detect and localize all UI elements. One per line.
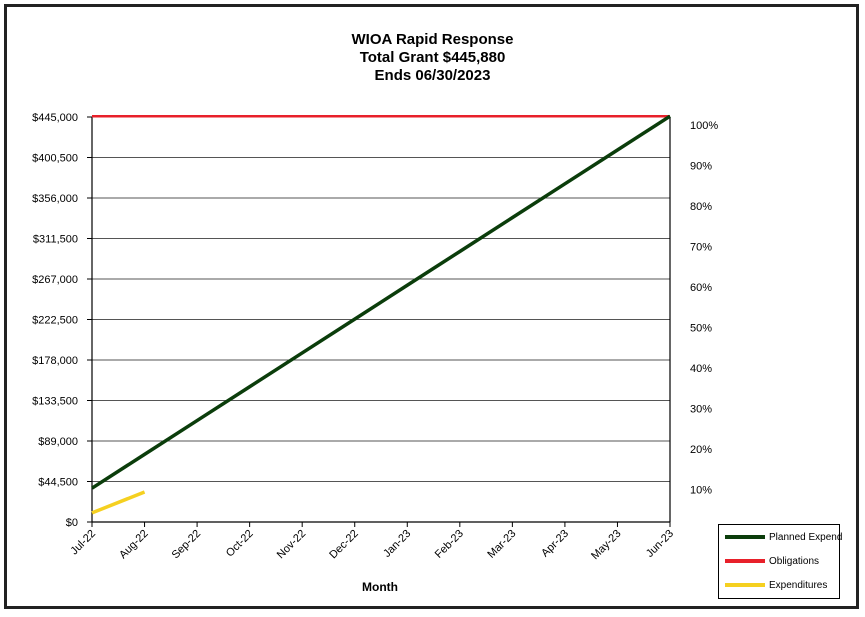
x-tick-label: Mar-23 bbox=[485, 528, 518, 561]
y2-tick-label: 20% bbox=[690, 444, 712, 456]
y-tick-label: $356,000 bbox=[32, 193, 78, 205]
x-tick-label: Apr-23 bbox=[539, 528, 571, 560]
y-tick-label: $445,000 bbox=[32, 112, 78, 124]
legend-swatch-obligations bbox=[725, 559, 765, 563]
x-axis-label: Month bbox=[362, 580, 398, 594]
y2-tick-label: 70% bbox=[690, 242, 712, 254]
y-tick-label: $400,500 bbox=[32, 153, 78, 165]
legend-label-planned: Planned Expend bbox=[769, 531, 843, 543]
y2-tick-label: 80% bbox=[690, 201, 712, 213]
legend-swatch-planned bbox=[725, 535, 765, 539]
x-tick-label: Oct-22 bbox=[224, 528, 256, 560]
x-tick-label: Jun-23 bbox=[644, 528, 676, 560]
y2-tick-label: 90% bbox=[690, 161, 712, 173]
planned-expend-line bbox=[91, 114, 671, 490]
y2-tick-label: 40% bbox=[690, 363, 712, 375]
y-tick-label: $89,000 bbox=[38, 436, 78, 448]
y2-tick-label: 100% bbox=[690, 120, 718, 132]
y2-tick-label: 60% bbox=[690, 282, 712, 294]
legend: Planned Expend Obligations Expenditures bbox=[718, 524, 842, 599]
chart-title-line-3: Ends 06/30/2023 bbox=[374, 67, 491, 84]
legend-swatch-expenditures bbox=[725, 583, 765, 587]
x-tick-label: Nov-22 bbox=[275, 528, 309, 562]
y-tick-label: $178,000 bbox=[32, 355, 78, 367]
y-tick-label: $44,500 bbox=[38, 477, 78, 489]
y2-tick-label: 10% bbox=[690, 485, 712, 497]
y2-tick-label: 30% bbox=[690, 404, 712, 416]
legend-item-planned: Planned Expend bbox=[725, 530, 842, 544]
chart-frame bbox=[4, 4, 859, 609]
x-tick-label: Jan-23 bbox=[381, 528, 413, 560]
expenditures-line bbox=[91, 490, 146, 515]
x-tick-label: Dec-22 bbox=[327, 528, 361, 562]
legend-label-expenditures: Expenditures bbox=[769, 579, 828, 591]
x-tick-label: Sep-22 bbox=[170, 528, 204, 562]
chart-title-line-1: WIOA Rapid Response bbox=[351, 31, 514, 48]
legend-item-expenditures: Expenditures bbox=[725, 578, 827, 592]
y2-tick-label: 50% bbox=[690, 323, 712, 335]
y-tick-label: $0 bbox=[66, 517, 78, 529]
x-tick-label: May-23 bbox=[589, 528, 623, 562]
y-tick-label: $267,000 bbox=[32, 274, 78, 286]
chart-title-line-2: Total Grant $445,880 bbox=[359, 49, 506, 66]
x-tick-label: Aug-22 bbox=[117, 528, 151, 562]
y-tick-label: $222,500 bbox=[32, 315, 78, 327]
y-tick-label: $311,500 bbox=[33, 234, 78, 246]
legend-label-obligations: Obligations bbox=[769, 555, 820, 567]
y-tick-label: $133,500 bbox=[32, 396, 78, 408]
x-tick-label: Feb-23 bbox=[433, 528, 466, 561]
x-tick-label: Jul-22 bbox=[68, 528, 98, 558]
legend-item-obligations: Obligations bbox=[725, 554, 819, 568]
